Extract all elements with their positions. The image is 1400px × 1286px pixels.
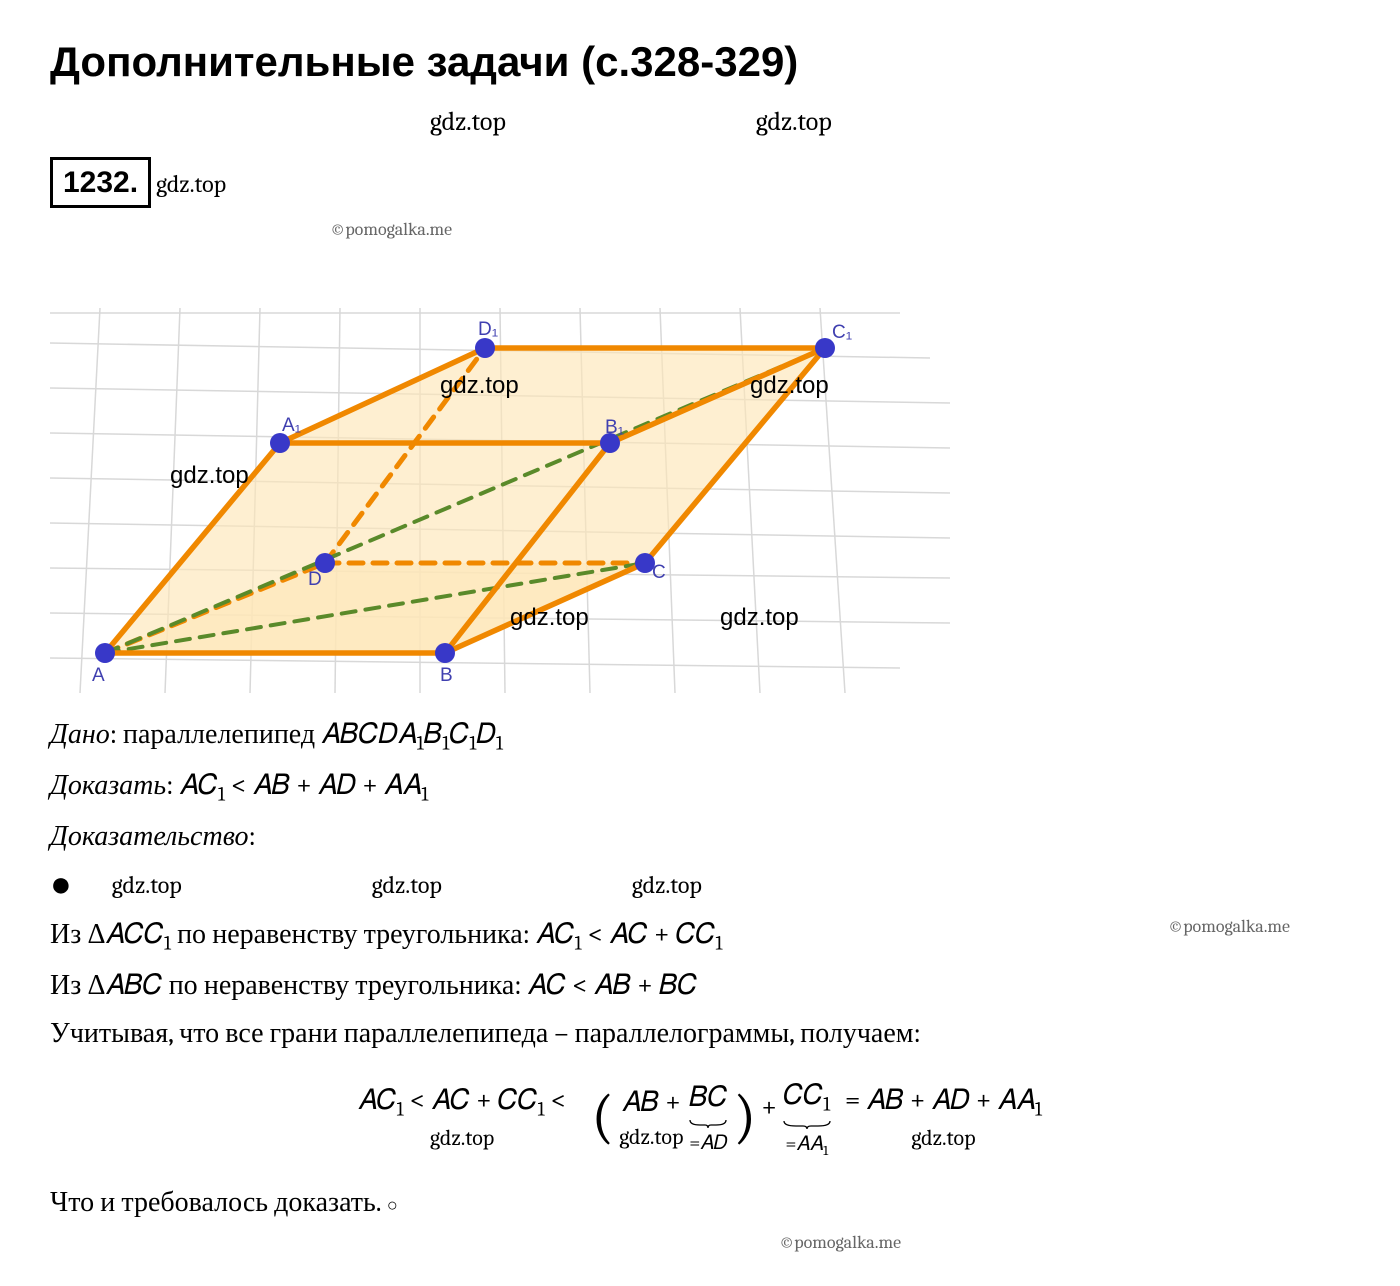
underbrace-bc: 𝐵𝐶 =𝐴𝐷 <box>688 1076 728 1158</box>
given-label: Дано <box>50 718 110 750</box>
watermark: gdz.top <box>632 867 702 903</box>
given-section: Дано: параллелепипед 𝐴𝐵𝐶𝐷𝐴1𝐵1𝐶1𝐷1 Доказа… <box>50 713 1350 857</box>
watermark: gdz.top <box>372 867 442 903</box>
watermark: gdz.top <box>911 1122 975 1155</box>
line2-text: Из Δ𝐴𝐵𝐶 по неравенству треугольника: 𝐴𝐶 … <box>50 969 697 1001</box>
bullet-icon: ● <box>50 876 72 894</box>
qed-symbol: ○ <box>387 1195 398 1216</box>
copyright-text: ©pomogalka.me <box>330 1229 1350 1256</box>
watermark-row-top: gdz.top gdz.top <box>430 103 1350 142</box>
watermark: gdz.top <box>619 1121 683 1154</box>
proof-line-2: Из Δ𝐴𝐵𝐶 по неравенству треугольника: 𝐴𝐶 … <box>50 964 1350 1006</box>
formula-part: 𝐴𝐵 + <box>622 1081 681 1123</box>
svg-text:C: C <box>652 562 666 583</box>
svg-text:gdz.top: gdz.top <box>510 604 589 631</box>
underbrace-cc1: 𝐶𝐶1 =𝐴𝐴1 <box>782 1074 832 1161</box>
given-line: Дано: параллелепипед 𝐴𝐵𝐶𝐷𝐴1𝐵1𝐶1𝐷1 <box>50 713 1350 758</box>
parallelepiped-diagram: A B C D A₁ B₁ C₁ D₁ gdz.top gdz.top gdz.… <box>50 253 950 693</box>
svg-text:gdz.top: gdz.top <box>170 462 249 489</box>
svg-text:gdz.top: gdz.top <box>720 604 799 631</box>
prove-label: Доказать <box>50 769 166 801</box>
svg-text:C₁: C₁ <box>832 322 852 343</box>
watermark: gdz.top <box>156 166 226 202</box>
copyright-text: ©pomogalka.me <box>1168 913 1290 940</box>
paren-open: ( <box>591 1090 614 1144</box>
formula-part: 𝐴𝐶1 < 𝐴𝐶 + 𝐶𝐶1 < <box>358 1079 566 1124</box>
bullet-watermark-row: ● gdz.top gdz.top gdz.top <box>50 867 1350 903</box>
svg-text:B₁: B₁ <box>605 417 624 438</box>
underbrace-top: 𝐶𝐶1 <box>783 1074 830 1119</box>
copyright-text: ©pomogalka.me <box>330 216 1350 243</box>
svg-text:A: A <box>92 665 105 686</box>
paren-close: ) <box>733 1090 756 1144</box>
underbrace-top: 𝐵𝐶 <box>689 1076 727 1118</box>
problem-number: 1232. <box>50 157 151 208</box>
proof-colon: : <box>248 820 255 852</box>
given-text: : параллелепипед <box>110 718 322 750</box>
prove-line: Доказать: 𝐴𝐶1 < 𝐴𝐵 + 𝐴𝐷 + 𝐴𝐴1 <box>50 764 1350 809</box>
watermark: gdz.top <box>112 867 182 903</box>
qed-text: Что и требовалось доказать. <box>50 1186 387 1218</box>
main-formula: 𝐴𝐶1 < 𝐴𝐶 + 𝐶𝐶1 < gdz.top ( 𝐴𝐵 + gdz.top … <box>50 1074 1350 1161</box>
proof-label: Доказательство <box>50 820 248 852</box>
proof-label-line: Доказательство: <box>50 815 1350 857</box>
prove-formula: : 𝐴𝐶1 < 𝐴𝐵 + 𝐴𝐷 + 𝐴𝐴1 <box>166 769 428 801</box>
svg-text:gdz.top: gdz.top <box>440 372 519 399</box>
underbrace-label: =𝐴𝐷 <box>689 1128 727 1158</box>
watermark: gdz.top <box>430 103 506 142</box>
given-formula: 𝐴𝐵𝐶𝐷𝐴1𝐵1𝐶1𝐷1 <box>321 718 503 750</box>
svg-text:gdz.top: gdz.top <box>750 372 829 399</box>
problem-number-row: 1232. gdz.top <box>50 157 1350 208</box>
qed-line: Что и требовалось доказать. ○ <box>50 1181 1350 1223</box>
watermark: gdz.top <box>756 103 832 142</box>
svg-text:D: D <box>308 569 322 590</box>
proof-line-3: Учитывая, что все грани параллелепипеда … <box>50 1012 1350 1054</box>
formula-part: + <box>761 1086 777 1128</box>
svg-text:D₁: D₁ <box>478 319 498 340</box>
line1-text: Из Δ𝐴𝐶𝐶1 по неравенству треугольника: 𝐴𝐶… <box>50 918 723 950</box>
svg-text:B: B <box>440 665 453 686</box>
page-title: Дополнительные задачи (с.328-329) <box>50 30 1350 93</box>
watermark: gdz.top <box>430 1122 494 1155</box>
underbrace-label: =𝐴𝐴1 <box>785 1129 828 1161</box>
proof-line-1: Из Δ𝐴𝐶𝐶1 по неравенству треугольника: 𝐴𝐶… <box>50 913 1350 958</box>
formula-part: = 𝐴𝐵 + 𝐴𝐷 + 𝐴𝐴1 <box>845 1079 1042 1124</box>
svg-text:A₁: A₁ <box>282 415 301 436</box>
